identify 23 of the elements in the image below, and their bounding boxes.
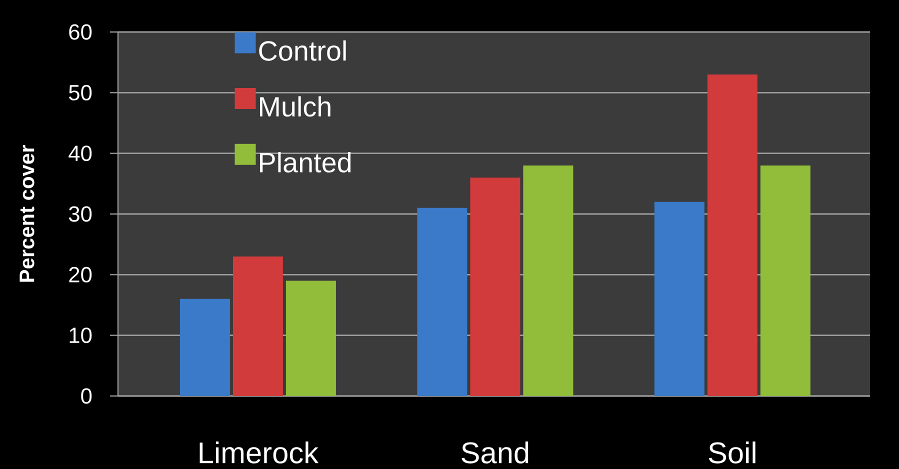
x-tick-label: Soil: [708, 442, 756, 464]
bar: [470, 178, 520, 396]
y-tick-label: 40: [68, 146, 92, 162]
y-tick-label: 60: [69, 24, 92, 40]
y-tick-label: 30: [68, 206, 92, 222]
y-tick-label: 50: [68, 84, 92, 100]
y-axis-title: Percent cover: [20, 145, 34, 282]
legend-label: Planted: [260, 152, 351, 173]
y-tick-label: 20: [69, 266, 92, 282]
bar: [417, 208, 468, 396]
bar: [286, 280, 336, 396]
bar: [707, 74, 758, 396]
bar: [523, 165, 574, 396]
y-tick-label: 0: [81, 388, 92, 404]
legend-label: Control: [259, 40, 346, 61]
bar: [760, 165, 810, 396]
legend-label: Mulch: [260, 96, 330, 117]
x-tick-label: Sand: [462, 442, 528, 464]
x-tick-label: Limerock: [200, 442, 319, 464]
bar: [654, 202, 704, 396]
bar: [180, 298, 230, 396]
y-tick-label: 10: [70, 328, 92, 344]
bar: [232, 256, 283, 396]
